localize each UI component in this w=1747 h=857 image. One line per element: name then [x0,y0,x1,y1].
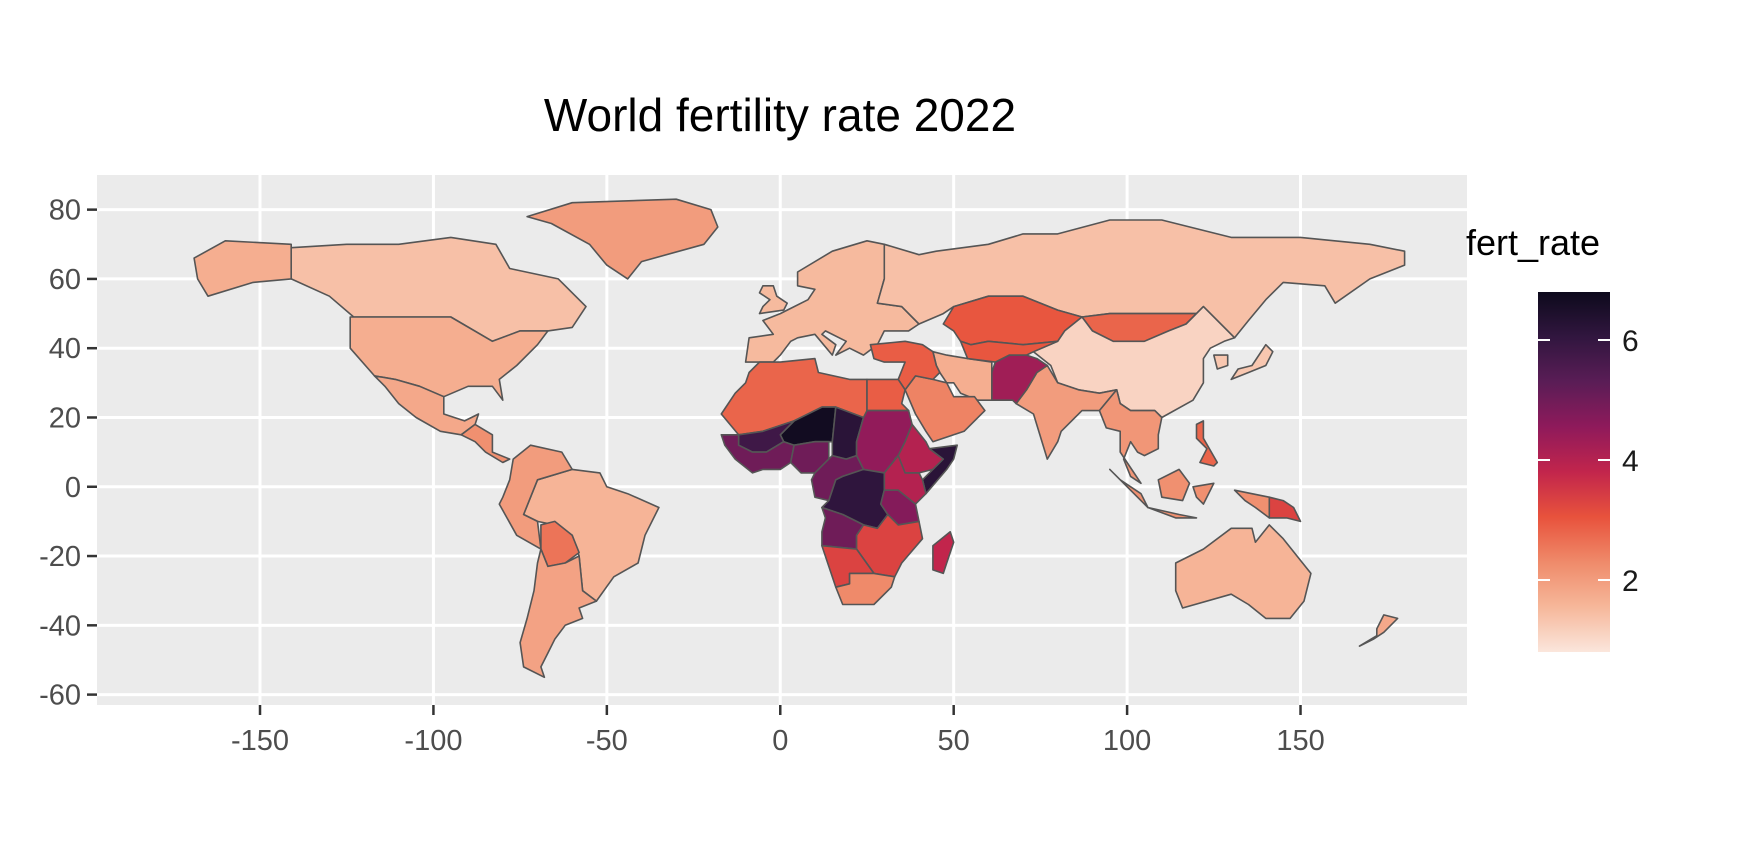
legend-tick-label: 6 [1622,325,1639,358]
legend-colorbar [1538,292,1610,652]
region-indonesia [1109,468,1149,509]
region-papua-new-guinea [1268,496,1302,523]
legend-tick-label: 2 [1622,565,1639,598]
region-turkey-levant [869,340,941,391]
region-canada [290,236,587,343]
region-nigeria [789,440,830,474]
chart-title: World fertility rate 2022 [543,89,1017,141]
region-madagascar [932,530,955,575]
x-tick-label: -150 [231,725,289,757]
legend-tick-label: 4 [1622,445,1639,478]
x-tick-label: 50 [938,725,970,757]
region-japan [1230,343,1274,381]
region-argentina [519,548,598,679]
color-legend: 6 4 2 [1538,292,1639,652]
region-central-asia [959,340,1059,363]
region-mexico [373,375,480,436]
y-tick-label: 40 [49,333,81,365]
y-tick-label: -60 [39,680,81,712]
y-tick-label: 20 [49,402,81,434]
region-united-states [193,240,293,298]
region-central-america [460,423,511,464]
region-indonesia [1233,489,1271,519]
x-tick-label: 100 [1103,725,1151,757]
y-tick-label: 0 [65,472,81,504]
region-australia [1174,524,1312,620]
y-tick-label: -20 [39,541,81,573]
region-new-zealand [1358,614,1399,647]
y-tick-label: 80 [49,195,81,227]
axes: -150 -100 -50 0 50 100 150 80 60 40 20 0 -20 -40 -60 [39,195,1325,757]
region-europe [744,240,920,363]
x-tick-label: -50 [586,725,628,757]
region-greenland [526,198,719,280]
x-tick-label: 150 [1276,725,1324,757]
region-indonesia [1192,482,1215,505]
region-korea [1213,354,1229,370]
x-tick-label: 0 [772,725,788,757]
y-tick-label: -40 [39,610,81,642]
region-philippines [1195,420,1219,467]
x-tick-label: -100 [404,725,462,757]
region-south-africa [834,572,896,606]
region-united-kingdom [758,284,789,315]
country-regions [193,198,1406,679]
region-indonesia [1147,506,1198,519]
region-southeast-asia [1098,388,1163,485]
region-andes [498,444,574,550]
region-indonesia [1157,468,1191,502]
y-tick-label: 60 [49,264,81,296]
legend-title: fert_rate [1465,222,1601,263]
